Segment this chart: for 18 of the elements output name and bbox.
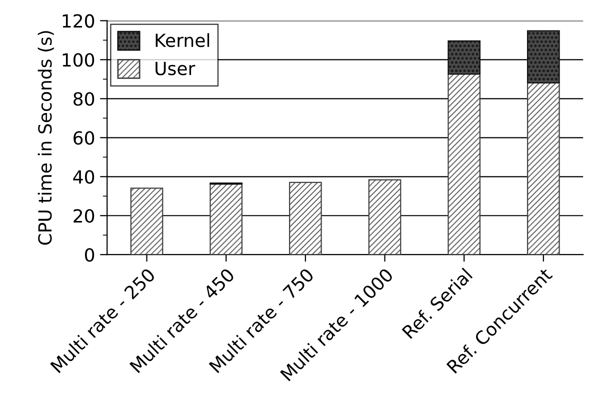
bar [289, 182, 322, 255]
y-tick-label: 60 [74, 131, 94, 145]
legend-label: Kernel [156, 33, 210, 48]
bar [448, 40, 481, 75]
y-tick-label: 80 [74, 92, 94, 106]
y-tick-label: 100 [62, 53, 94, 67]
y-tick-label: 20 [74, 209, 94, 223]
y-axis-title: CPU time in Seconds (s) [38, 31, 54, 245]
legend-label: User [156, 62, 196, 76]
bar [130, 188, 164, 255]
bar [527, 82, 560, 255]
bar [527, 30, 560, 84]
y-tick-label: 40 [73, 170, 94, 184]
y-tick-label: 0 [84, 248, 94, 262]
bar [448, 74, 481, 255]
y-tick-label: 120 [62, 14, 94, 28]
bar [210, 183, 243, 255]
bar [368, 179, 402, 255]
